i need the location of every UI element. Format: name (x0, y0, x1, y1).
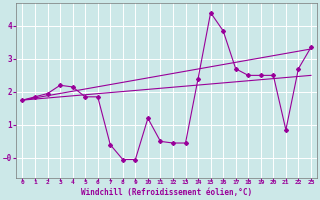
X-axis label: Windchill (Refroidissement éolien,°C): Windchill (Refroidissement éolien,°C) (81, 188, 252, 197)
